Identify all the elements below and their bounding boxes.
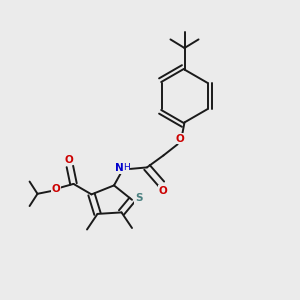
Text: O: O: [52, 184, 61, 194]
Text: N: N: [115, 163, 124, 173]
Text: O: O: [64, 155, 73, 165]
Text: H: H: [123, 164, 130, 172]
Text: S: S: [135, 193, 142, 203]
Text: O: O: [176, 134, 184, 144]
Text: O: O: [158, 185, 167, 196]
